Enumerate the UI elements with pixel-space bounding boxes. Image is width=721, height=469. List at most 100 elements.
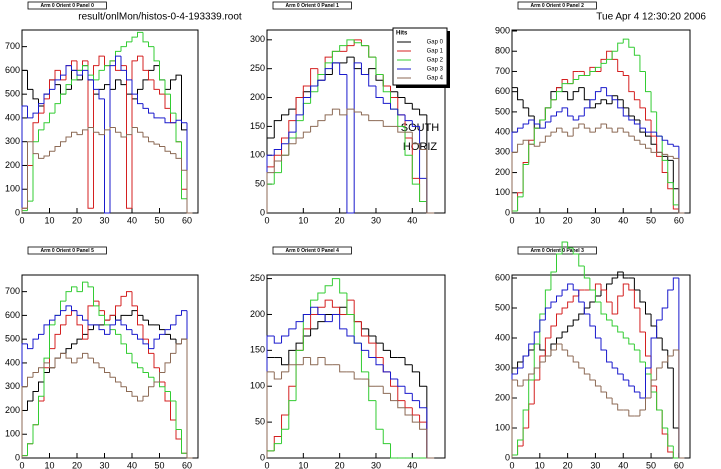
histogram-bin bbox=[390, 103, 398, 110]
histogram-bin bbox=[115, 377, 121, 383]
histogram-bin bbox=[628, 338, 635, 345]
histogram-bin bbox=[672, 182, 679, 206]
file-name: result/onlMon/histos-0-4-193339.root bbox=[78, 12, 242, 23]
histogram-bin bbox=[517, 367, 524, 374]
histogram-bin bbox=[539, 141, 546, 147]
histogram-bin bbox=[572, 127, 579, 137]
y-tick-label: 400 bbox=[495, 332, 510, 342]
histogram-bin bbox=[572, 91, 579, 100]
y-tick-label: 250 bbox=[250, 63, 265, 73]
histogram-bin bbox=[170, 79, 176, 90]
histogram-bin bbox=[175, 153, 182, 159]
histogram-bin bbox=[522, 139, 529, 145]
histogram-bin bbox=[131, 329, 138, 335]
histogram-bin bbox=[397, 109, 406, 116]
histogram-bin bbox=[678, 158, 685, 214]
y-tick-label: 300 bbox=[5, 136, 20, 146]
histogram-bin bbox=[382, 386, 391, 394]
histogram-bin bbox=[104, 329, 110, 335]
histogram-bin bbox=[65, 65, 72, 76]
x-tick-label: 0 bbox=[264, 215, 269, 225]
histogram-bin bbox=[339, 45, 347, 52]
histogram-bin bbox=[567, 301, 574, 308]
histogram-bin bbox=[617, 95, 624, 101]
histogram-bin bbox=[550, 271, 557, 290]
histogram-bin bbox=[153, 353, 160, 369]
histogram-bin bbox=[375, 400, 384, 430]
histogram-bin bbox=[49, 112, 55, 123]
y-tick-label: 600 bbox=[5, 310, 20, 320]
histogram-bin bbox=[87, 70, 94, 81]
histogram-bin bbox=[324, 285, 333, 293]
histogram-bin bbox=[98, 89, 105, 100]
histogram-bin bbox=[159, 371, 165, 382]
histogram-bin bbox=[528, 107, 535, 117]
histogram-bin bbox=[426, 149, 435, 214]
histogram-bin bbox=[360, 343, 369, 373]
histogram-bin bbox=[115, 305, 121, 316]
histogram-bin bbox=[639, 124, 646, 129]
histogram-bin bbox=[544, 107, 551, 120]
histogram-bin bbox=[126, 65, 132, 209]
histogram-bin bbox=[645, 302, 652, 315]
histogram-bin bbox=[142, 395, 149, 401]
histogram-bin bbox=[561, 331, 568, 338]
histogram-bin bbox=[324, 314, 333, 323]
histogram-bin bbox=[65, 84, 72, 95]
histogram-bin bbox=[71, 343, 77, 349]
histogram-bin bbox=[360, 42, 369, 47]
y-tick-label: 100 bbox=[5, 429, 20, 439]
histogram-bin bbox=[606, 314, 613, 321]
histogram-bin bbox=[339, 109, 347, 116]
histogram-bin bbox=[98, 324, 105, 331]
histogram-bin bbox=[606, 283, 613, 290]
histogram-bin bbox=[49, 362, 55, 369]
histogram-bin bbox=[281, 114, 289, 121]
histogram-bin bbox=[633, 290, 640, 309]
histogram-bin bbox=[32, 112, 39, 118]
histogram-bin bbox=[71, 60, 77, 66]
histogram-bin bbox=[678, 350, 685, 459]
histogram-bin bbox=[419, 184, 427, 202]
histogram-bin bbox=[137, 31, 143, 38]
histogram-bin bbox=[572, 79, 579, 84]
histogram-bin bbox=[302, 357, 311, 365]
histogram-bin bbox=[109, 60, 116, 66]
title-box bbox=[272, 1, 352, 10]
histogram-bin bbox=[522, 355, 529, 368]
histogram-bin bbox=[186, 170, 193, 214]
y-tick-label: 300 bbox=[5, 381, 20, 391]
histogram-bin bbox=[511, 379, 518, 458]
histogram-bin bbox=[339, 314, 347, 330]
histogram-bin bbox=[622, 332, 629, 339]
y-tick-label: 800 bbox=[495, 46, 510, 56]
histogram-bin bbox=[639, 55, 646, 72]
histogram-bin bbox=[572, 248, 579, 255]
histogram-bin bbox=[544, 135, 551, 143]
histogram-bin bbox=[131, 36, 138, 42]
histogram-bin bbox=[606, 392, 613, 399]
histogram-bin bbox=[404, 114, 413, 122]
histogram-bin bbox=[98, 305, 105, 316]
histogram-bin bbox=[411, 393, 420, 402]
histogram-bin bbox=[317, 120, 326, 127]
histogram-bin bbox=[578, 87, 585, 92]
histogram-bin bbox=[288, 364, 297, 372]
histogram-bin bbox=[594, 326, 601, 339]
histogram-bin bbox=[159, 324, 165, 331]
histogram-bin bbox=[104, 315, 110, 326]
histogram-bin bbox=[120, 46, 127, 52]
histogram-bin bbox=[126, 291, 132, 297]
histogram-bin bbox=[266, 371, 275, 458]
chart-title: Arm 0 Orient 0 Panel 4 bbox=[286, 248, 340, 254]
histogram-bin bbox=[633, 119, 640, 125]
histogram-bin bbox=[317, 292, 326, 301]
x-tick-label: 60 bbox=[182, 215, 192, 225]
x-tick-label: 60 bbox=[674, 215, 684, 225]
histogram-bin bbox=[544, 307, 551, 320]
histogram-bin bbox=[589, 278, 596, 291]
histogram-bin bbox=[38, 333, 44, 340]
histogram-bin bbox=[60, 141, 66, 147]
histogram-bin bbox=[611, 398, 618, 405]
x-tick-label: 50 bbox=[646, 215, 656, 225]
